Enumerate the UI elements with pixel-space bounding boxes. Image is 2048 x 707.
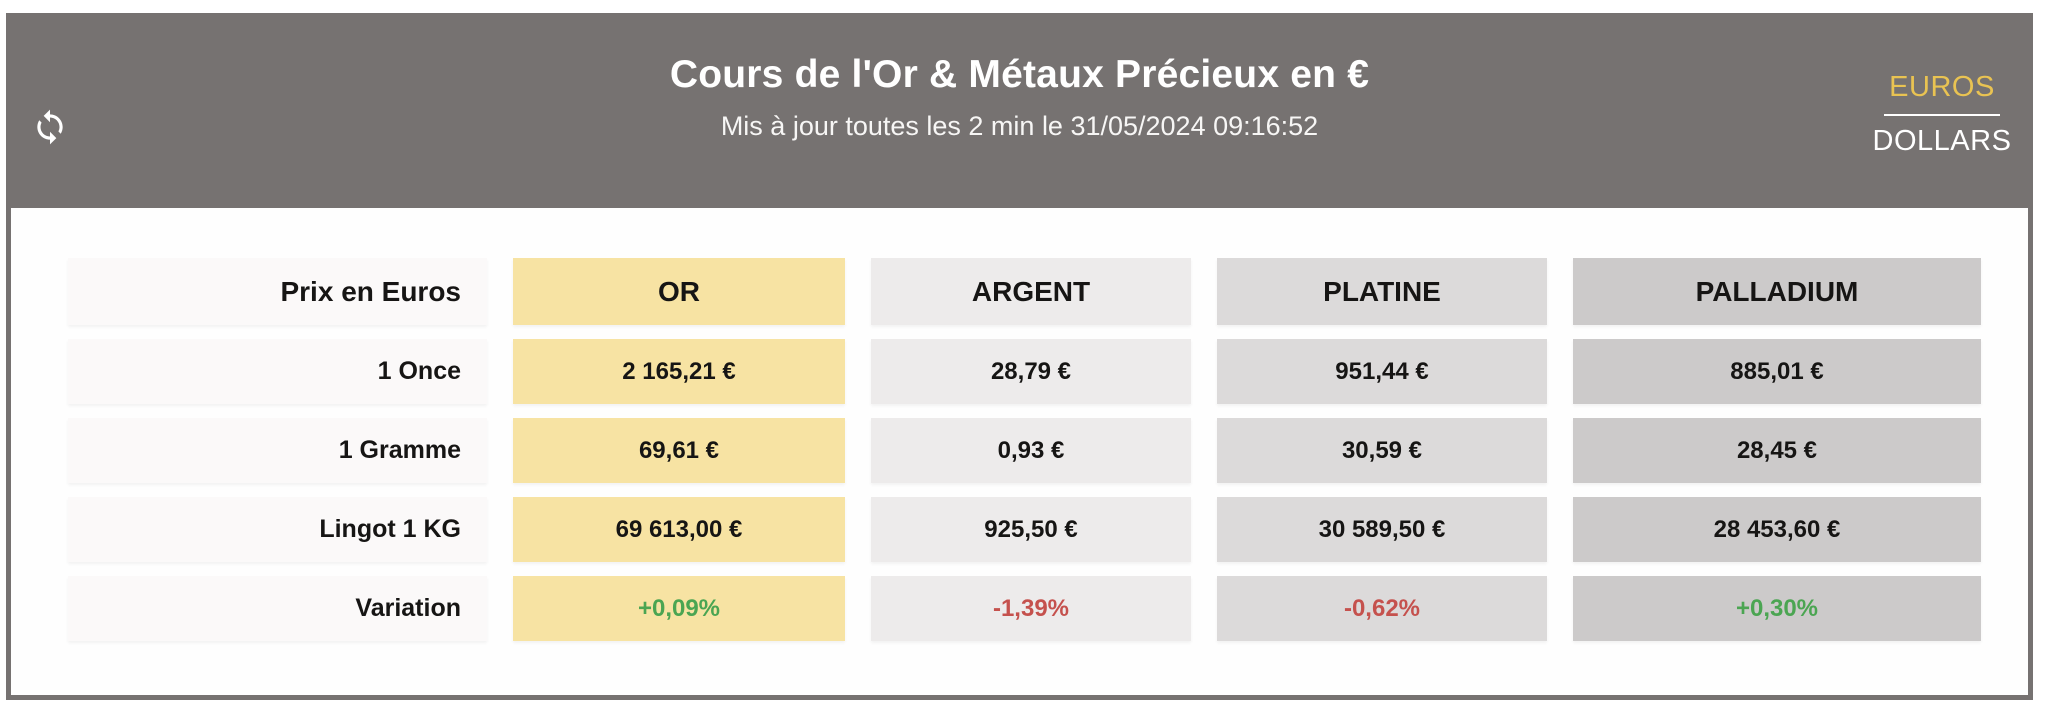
price-gramme-platine: 30,59 € xyxy=(1217,418,1547,483)
refresh-icon xyxy=(37,109,63,144)
row-label-lingot: Lingot 1 KG xyxy=(68,497,487,562)
row-label-variation: Variation xyxy=(68,576,487,641)
prices-table: Prix en Euros OR ARGENT PLATINE PALLADIU… xyxy=(68,258,1981,641)
widget-header: Cours de l'Or & Métaux Précieux en € Mis… xyxy=(6,13,2033,208)
variation-or: +0,09% xyxy=(513,576,845,641)
variation-platine: -0,62% xyxy=(1217,576,1547,641)
header-titles: Cours de l'Or & Métaux Précieux en € Mis… xyxy=(6,53,2033,142)
gold-price-widget: Cours de l'Or & Métaux Précieux en € Mis… xyxy=(6,13,2033,700)
price-once-or: 2 165,21 € xyxy=(513,339,845,404)
currency-divider xyxy=(1884,114,2000,116)
price-lingot-platine: 30 589,50 € xyxy=(1217,497,1547,562)
price-once-argent: 28,79 € xyxy=(871,339,1191,404)
refresh-button[interactable] xyxy=(28,106,72,150)
variation-argent: -1,39% xyxy=(871,576,1191,641)
column-header-palladium: PALLADIUM xyxy=(1573,258,1981,325)
price-once-palladium: 885,01 € xyxy=(1573,339,1981,404)
row-label-gramme: 1 Gramme xyxy=(68,418,487,483)
price-once-platine: 951,44 € xyxy=(1217,339,1547,404)
prices-panel: Prix en Euros OR ARGENT PLATINE PALLADIU… xyxy=(11,208,2028,695)
price-gramme-palladium: 28,45 € xyxy=(1573,418,1981,483)
price-lingot-argent: 925,50 € xyxy=(871,497,1191,562)
column-header-platine: PLATINE xyxy=(1217,258,1547,325)
page-title: Cours de l'Or & Métaux Précieux en € xyxy=(669,53,1370,96)
price-lingot-or: 69 613,00 € xyxy=(513,497,845,562)
price-gramme-or: 69,61 € xyxy=(513,418,845,483)
last-updated-text: Mis à jour toutes les 2 min le 31/05/202… xyxy=(720,111,1319,141)
variation-palladium: +0,30% xyxy=(1573,576,1981,641)
currency-option-dollars[interactable]: DOLLARS xyxy=(1872,125,2012,157)
price-gramme-argent: 0,93 € xyxy=(871,418,1191,483)
currency-toggle: EUROS DOLLARS xyxy=(1867,71,2017,158)
column-header-or: OR xyxy=(513,258,845,325)
currency-option-euros[interactable]: EUROS xyxy=(1889,71,1995,103)
row-label-once: 1 Once xyxy=(68,339,487,404)
price-lingot-palladium: 28 453,60 € xyxy=(1573,497,1981,562)
corner-header: Prix en Euros xyxy=(68,258,487,325)
column-header-argent: ARGENT xyxy=(871,258,1191,325)
